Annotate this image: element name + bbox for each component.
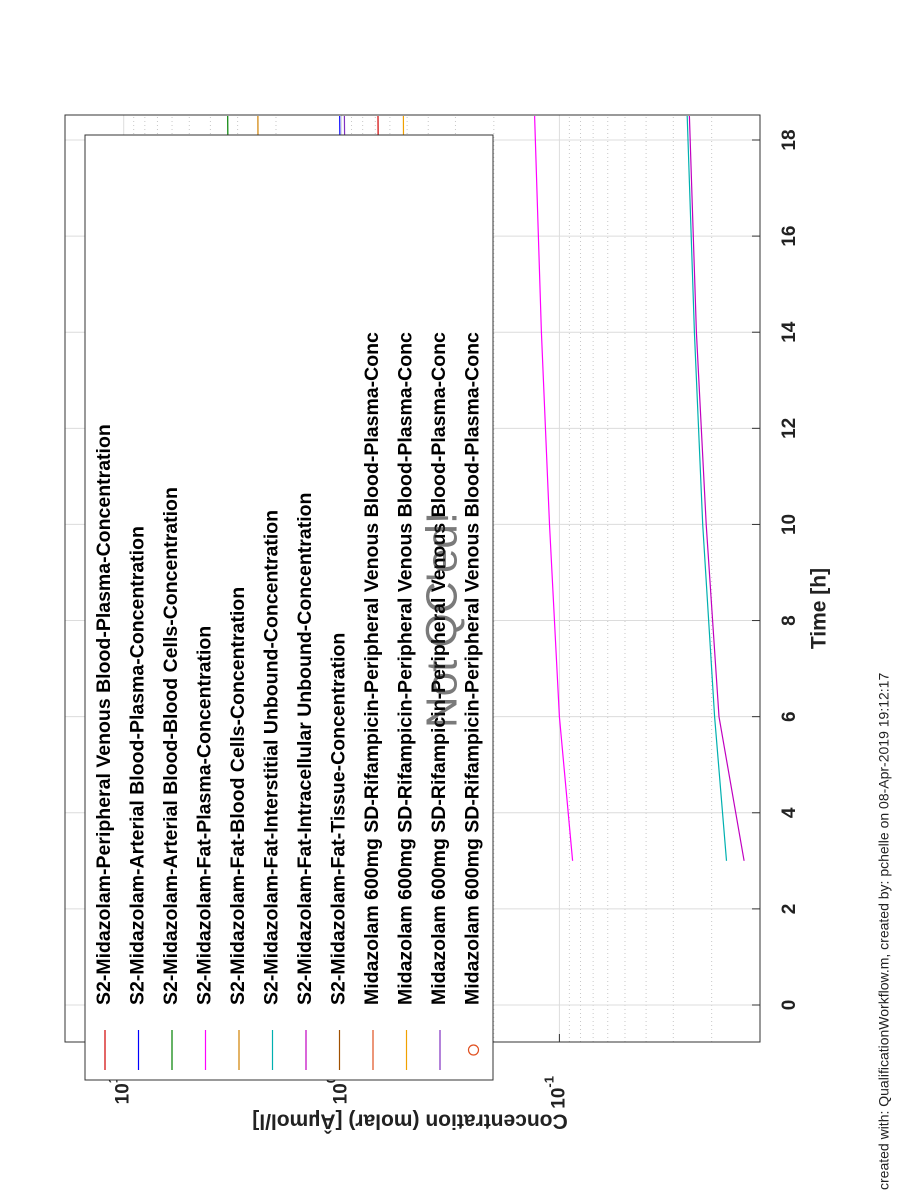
legend-box (84, 134, 494, 1081)
legend-label: S2-Midazolam-Fat-Tissue-Concentration (328, 633, 350, 1005)
legend-label: S2-Midazolam-Fat-Blood Cells-Concentrati… (227, 587, 249, 1005)
y-tick-base: 10 (113, 1083, 134, 1104)
rotated-figure: 02468101214161810-1100101S2-Midazolam-Pe… (64, 114, 892, 1190)
y-tick-base: 10 (331, 1083, 352, 1104)
x-tick-label: 18 (779, 129, 800, 150)
legend-label: Midazolam 600mg SD-Rifampicin-Peripheral… (395, 332, 417, 1005)
x-tick-label: 16 (779, 226, 800, 247)
legend-label: S2-Midazolam-Fat-Interstitial Unbound-Co… (261, 510, 283, 1005)
y-axis-label: Concentration (molar) [Âµmol/l] (252, 1109, 567, 1133)
x-tick-label: 10 (779, 514, 800, 535)
x-tick-label: 8 (779, 615, 800, 626)
y-tick-label: 10-1 (542, 1076, 570, 1109)
series-line (686, 115, 728, 861)
y-tick-base: 10 (548, 1088, 569, 1109)
y-tick-exponent: -1 (542, 1076, 557, 1088)
x-tick-label: 12 (779, 418, 800, 439)
legend-label: S2-Midazolam-Peripheral Venous Blood-Pla… (93, 424, 115, 1005)
series-line (534, 115, 574, 861)
x-tick-label: 0 (779, 1000, 800, 1011)
legend-label: S2-Midazolam-Arterial Blood-Plasma-Conce… (127, 526, 149, 1005)
x-tick-label: 14 (779, 321, 800, 343)
watermark: Not QC'ed! (418, 512, 467, 728)
legend-label: Midazolam 600mg SD-Rifampicin-Peripheral… (361, 332, 383, 1005)
legend-label: S2-Midazolam-Fat-Plasma-Concentration (194, 626, 216, 1005)
legend-label: S2-Midazolam-Fat-Intracellular Unbound-C… (294, 493, 316, 1005)
x-axis-label: Time [h] (808, 568, 831, 649)
legend-marker (467, 1044, 480, 1056)
legend-label: Midazolam 600mg SD-Rifampicin-Peripheral… (462, 332, 484, 1005)
series-line (688, 115, 745, 861)
x-tick-label: 6 (779, 711, 800, 722)
x-tick-label: 4 (779, 807, 800, 818)
legend: S2-Midazolam-Peripheral Venous Blood-Pla… (84, 134, 494, 1081)
legend-label: Midazolam 600mg SD-Rifampicin-Peripheral… (428, 332, 450, 1005)
x-tick-label: 2 (779, 904, 800, 915)
legend-label: S2-Midazolam-Arterial Blood-Blood Cells-… (160, 487, 182, 1005)
footer: created with: QualificationWorkflow.m, c… (876, 673, 892, 1190)
